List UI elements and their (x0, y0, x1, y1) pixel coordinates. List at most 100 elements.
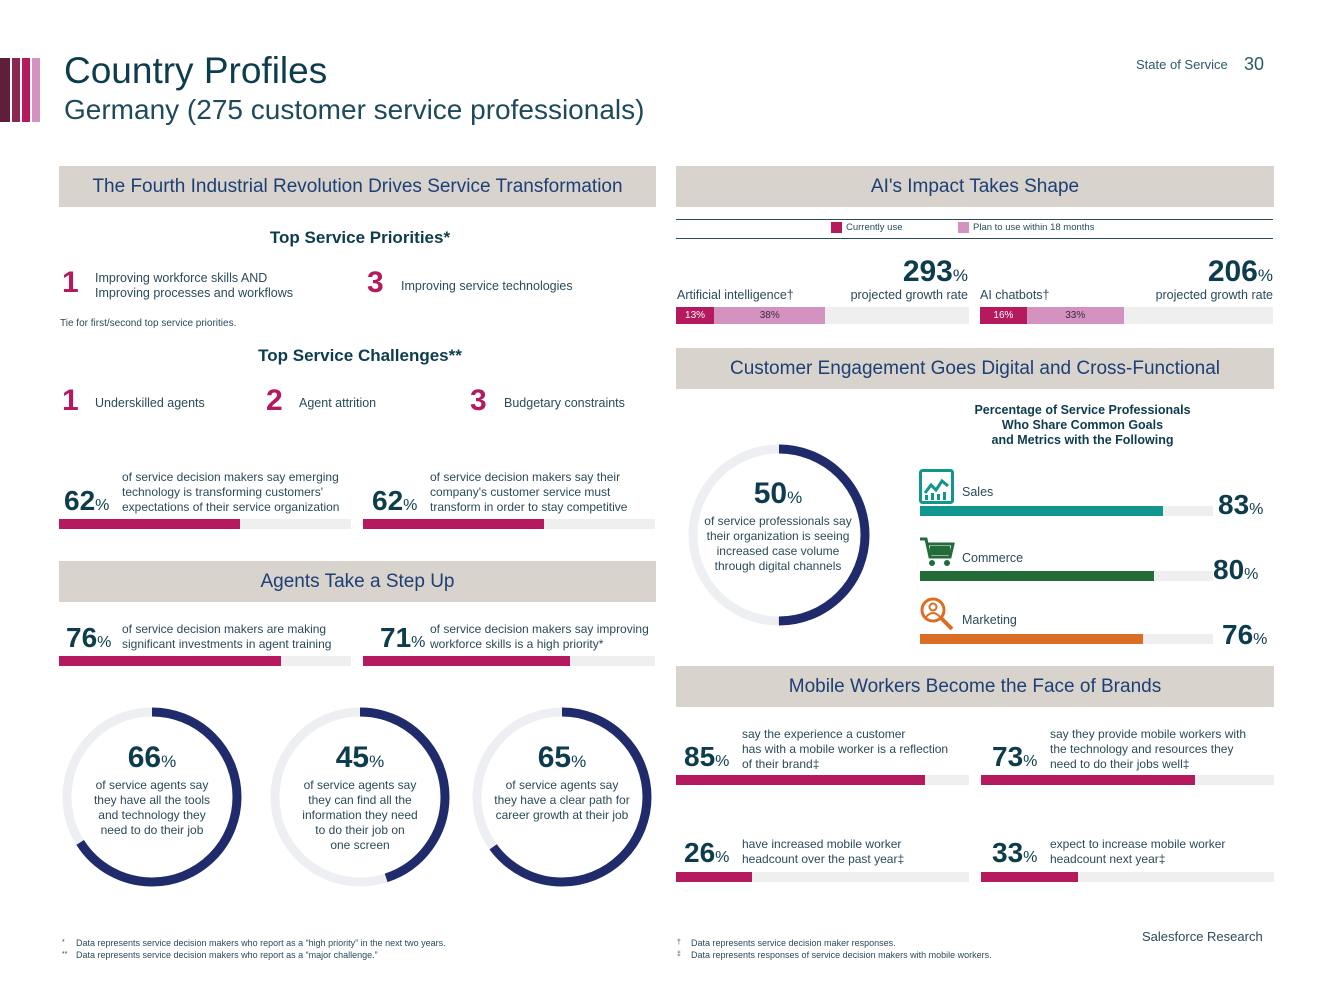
mobile-value: 26% (684, 837, 730, 868)
ai-bar-current: 13% (676, 307, 715, 324)
share-title: Percentage of Service Professionals Who S… (974, 403, 1191, 447)
legend-rule-bottom (676, 238, 1273, 239)
ai-bar-track: 16% 33% (980, 307, 1273, 324)
share-value: 80% (1213, 554, 1259, 585)
share-value: 76% (1222, 619, 1268, 650)
ring-chart-information (270, 707, 450, 887)
ai-bar-plan: 38% (714, 307, 826, 324)
ring-chart-digital (688, 444, 870, 626)
ai-growth: 206% (1207, 255, 1273, 288)
mobile-bar-track (981, 775, 1274, 785)
mobile-desc: expect to increase mobile worker headcoun… (1050, 837, 1226, 866)
stat-bar-fill (59, 656, 281, 666)
mobile-bar-fill (676, 775, 926, 785)
mobile-bar-track (981, 872, 1274, 882)
share-value: 83% (1218, 489, 1264, 520)
mobile-bar-fill (981, 775, 1195, 785)
cart-icon (920, 537, 955, 566)
report-name: State of Service (1136, 57, 1228, 72)
share-label-commerce: Commerce (962, 551, 1024, 565)
ai-bar-current: 16% (980, 307, 1027, 324)
stat-bar-track (363, 656, 655, 666)
share-bar-track (920, 506, 1213, 516)
stat-value: 71% (380, 622, 426, 653)
stat-desc: of service decision makers say improving… (430, 622, 649, 651)
challenge-text-1: Underskilled agents (95, 396, 205, 410)
footnote: ‡ Data represents responses of service de… (677, 950, 992, 960)
ring-label-information: 45% of service agents say they can find a… (302, 741, 418, 853)
ring-label-digital: 50% of service professionals say their or… (704, 477, 852, 574)
ring-label-tools: 66% of service agents say they have all t… (93, 741, 211, 838)
ai-label: Artificial intelligence† (677, 288, 794, 302)
section-heading-mobile: Mobile Workers Become the Face of Brands (676, 666, 1274, 707)
challenge-rank-3: 3 (470, 384, 487, 417)
page-title: Country Profiles (64, 50, 328, 91)
stat-value: 76% (66, 622, 112, 653)
magnifier-icon (920, 597, 954, 631)
share-bar-fill (920, 634, 1143, 644)
share-bar-fill (920, 571, 1155, 581)
ring-label-career: 65% of service agents say they have a cle… (494, 741, 630, 823)
mobile-value: 85% (684, 741, 730, 772)
stat-bar-fill (363, 519, 545, 529)
header-decor-stripes (0, 58, 42, 122)
legend-plan: Plan to use within 18 months (958, 222, 1094, 233)
ring-chart-tools (62, 707, 242, 887)
mobile-bar-track (676, 775, 969, 785)
share-bar-fill (920, 506, 1164, 516)
priority-rank-3: 3 (367, 266, 384, 299)
footnotes-right: † Data represents service decision maker … (677, 937, 1137, 961)
mobile-value: 73% (992, 741, 1038, 772)
stat-bar-fill (363, 656, 571, 666)
page-number: 30 (1244, 54, 1265, 74)
challenge-rank-2: 2 (266, 384, 283, 417)
stat-value: 62% (372, 485, 418, 516)
ai-bar-track: 13% 38% (676, 307, 969, 324)
ring-arc (688, 444, 870, 626)
priority-text-1: Improving workforce skills AND Improving… (95, 271, 293, 300)
ai-growth-label: projected growth rate (850, 288, 968, 302)
stat-desc: of service decision makers say emerging t… (122, 470, 340, 514)
mobile-desc: say they provide mobile workers with the … (1050, 727, 1247, 771)
ai-growth: 293% (902, 255, 968, 288)
ring-chart-career (472, 707, 652, 887)
share-label-marketing: Marketing (962, 613, 1017, 627)
mobile-bar-track (676, 872, 969, 882)
footnote: † Data represents service decision maker … (677, 938, 896, 948)
legend-swatch-current (831, 222, 842, 233)
ring-arc (62, 707, 242, 887)
priority-rank-1: 1 (62, 266, 79, 299)
mobile-desc: say the experience a customer has with a … (742, 727, 949, 771)
priorities-title: Top Service Priorities* (269, 228, 451, 247)
priority-text-3: Improving service technologies (401, 279, 573, 293)
legend-rule-top (676, 219, 1273, 220)
stat-value: 62% (64, 485, 110, 516)
stat-desc: of service decision makers say their comp… (430, 470, 628, 514)
stat-bar-fill (59, 519, 241, 529)
challenge-rank-1: 1 (62, 384, 79, 417)
mobile-bar-fill (981, 872, 1078, 882)
stat-bar-track (59, 519, 351, 529)
mobile-bar-fill (676, 872, 753, 882)
chart-icon (919, 469, 954, 504)
ai-label: AI chatbots† (980, 288, 1050, 302)
ring-arc (472, 707, 652, 887)
section-heading-engagement: Customer Engagement Goes Digital and Cro… (676, 348, 1274, 389)
challenge-text-3: Budgetary constraints (504, 396, 625, 410)
section-heading-ai: AI's Impact Takes Shape (676, 166, 1274, 207)
footnote: * Data represents service decision makers… (62, 938, 446, 948)
ai-growth-label: projected growth rate (1155, 288, 1273, 302)
footnotes-left: * Data represents service decision makers… (62, 937, 622, 961)
mobile-desc: have increased mobile worker headcount ov… (742, 837, 905, 866)
brand-footer: Salesforce Research (1142, 929, 1263, 944)
legend-current: Currently use (831, 222, 903, 233)
stat-bar-track (363, 519, 655, 529)
challenges-title: Top Service Challenges** (258, 346, 462, 365)
tie-note: Tie for first/second top service priorit… (60, 318, 237, 329)
share-bar-track (920, 634, 1213, 644)
footnote: ** Data represents service decision maker… (62, 950, 378, 960)
challenge-text-2: Agent attrition (299, 396, 377, 410)
stat-desc: of service decision makers are making sig… (122, 622, 332, 651)
section-heading-agents: Agents Take a Step Up (59, 561, 656, 602)
mobile-value: 33% (992, 837, 1038, 868)
